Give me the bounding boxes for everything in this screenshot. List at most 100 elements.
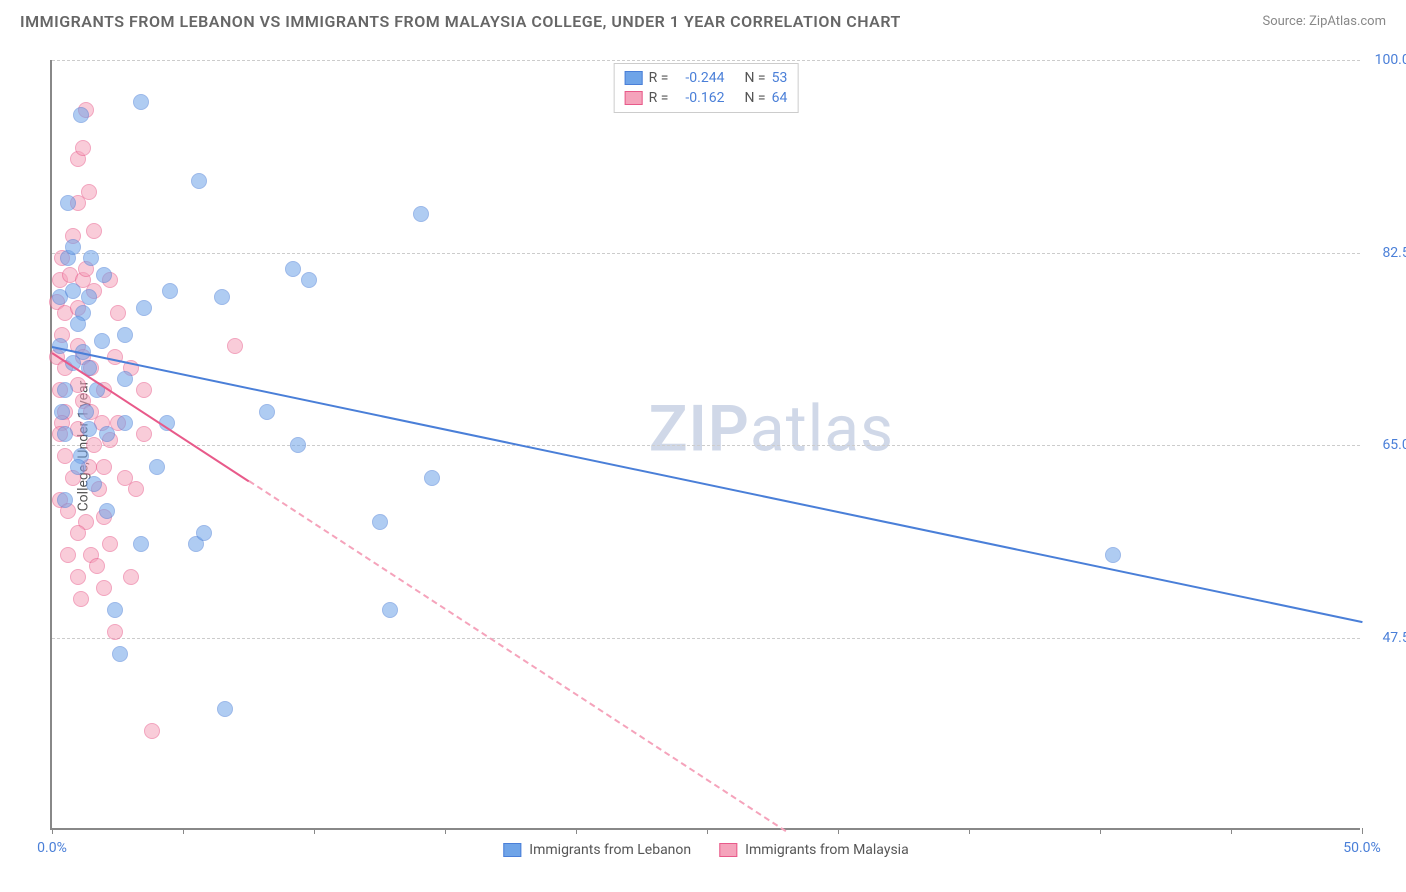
x-tick	[969, 828, 970, 834]
data-point	[81, 421, 97, 437]
legend-swatch	[719, 843, 737, 857]
data-point	[96, 459, 112, 475]
x-tick	[576, 828, 577, 834]
gridline	[52, 638, 1360, 639]
x-tick	[314, 828, 315, 834]
data-point	[70, 569, 86, 585]
data-point	[107, 624, 123, 640]
header: IMMIGRANTS FROM LEBANON VS IMMIGRANTS FR…	[0, 0, 1406, 39]
data-point	[70, 316, 86, 332]
x-tick	[1231, 828, 1232, 834]
data-point	[99, 503, 115, 519]
data-point	[94, 333, 110, 349]
data-point	[117, 415, 133, 431]
data-point	[285, 261, 301, 277]
data-point	[73, 591, 89, 607]
data-point	[301, 272, 317, 288]
x-tick	[445, 828, 446, 834]
legend-swatch	[625, 91, 643, 105]
data-point	[136, 382, 152, 398]
legend-swatch	[503, 843, 521, 857]
regression-line	[52, 346, 1362, 623]
data-point	[117, 470, 133, 486]
data-point	[60, 547, 76, 563]
x-tick	[183, 828, 184, 834]
legend-series: Immigrants from Lebanon Immigrants from M…	[503, 842, 908, 858]
data-point	[112, 646, 128, 662]
data-point	[149, 459, 165, 475]
data-point	[133, 536, 149, 552]
data-point	[133, 94, 149, 110]
y-tick-label: 65.0%	[1365, 437, 1406, 453]
y-tick-label: 47.5%	[1365, 630, 1406, 646]
data-point	[57, 426, 73, 442]
legend-series-item: Immigrants from Lebanon	[503, 842, 691, 858]
x-tick	[838, 828, 839, 834]
data-point	[372, 514, 388, 530]
chart-title: IMMIGRANTS FROM LEBANON VS IMMIGRANTS FR…	[20, 12, 901, 31]
scatter-chart: ZIPatlas R =-0.244N =53R =-0.162N =64 Im…	[50, 60, 1360, 830]
regression-line	[248, 480, 786, 832]
n-label: N =	[744, 70, 765, 86]
gridline	[52, 60, 1360, 61]
data-point	[70, 459, 86, 475]
data-point	[290, 437, 306, 453]
data-point	[214, 289, 230, 305]
data-point	[413, 206, 429, 222]
data-point	[78, 404, 94, 420]
r-label: R =	[649, 70, 669, 86]
legend-series-label: Immigrants from Lebanon	[529, 842, 691, 858]
data-point	[107, 602, 123, 618]
data-point	[86, 437, 102, 453]
data-point	[136, 426, 152, 442]
data-point	[65, 239, 81, 255]
data-point	[117, 371, 133, 387]
data-point	[110, 305, 126, 321]
data-point	[123, 569, 139, 585]
data-point	[96, 580, 112, 596]
legend-stat-row: R =-0.244N =53	[625, 68, 788, 88]
x-tick-label: 0.0%	[37, 840, 67, 856]
data-point	[57, 382, 73, 398]
x-tick	[1100, 828, 1101, 834]
data-point	[136, 300, 152, 316]
data-point	[227, 338, 243, 354]
data-point	[191, 173, 207, 189]
data-point	[83, 250, 99, 266]
n-label: N =	[744, 90, 765, 106]
data-point	[1105, 547, 1121, 563]
data-point	[70, 525, 86, 541]
data-point	[217, 701, 233, 717]
data-point	[81, 289, 97, 305]
data-point	[73, 107, 89, 123]
data-point	[86, 476, 102, 492]
source-label: Source: ZipAtlas.com	[1262, 14, 1386, 29]
n-value: 64	[772, 90, 788, 106]
n-value: 53	[772, 70, 788, 86]
data-point	[75, 140, 91, 156]
data-point	[162, 283, 178, 299]
data-point	[60, 195, 76, 211]
x-tick	[707, 828, 708, 834]
x-tick-label: 50.0%	[1343, 840, 1381, 856]
legend-series-label: Immigrants from Malaysia	[745, 842, 909, 858]
data-point	[117, 327, 133, 343]
y-tick-label: 100.0%	[1365, 52, 1406, 68]
legend-swatch	[625, 71, 643, 85]
data-point	[259, 404, 275, 420]
data-point	[144, 723, 160, 739]
y-tick-label: 82.5%	[1365, 245, 1406, 261]
legend-stats: R =-0.244N =53R =-0.162N =64	[614, 63, 799, 113]
watermark: ZIPatlas	[649, 391, 894, 466]
data-point	[424, 470, 440, 486]
data-point	[57, 492, 73, 508]
r-value: -0.162	[674, 90, 724, 106]
data-point	[99, 426, 115, 442]
data-point	[102, 536, 118, 552]
gridline	[52, 445, 1360, 446]
x-tick	[52, 828, 53, 834]
x-tick	[1362, 828, 1363, 834]
data-point	[382, 602, 398, 618]
gridline	[52, 253, 1360, 254]
data-point	[81, 184, 97, 200]
